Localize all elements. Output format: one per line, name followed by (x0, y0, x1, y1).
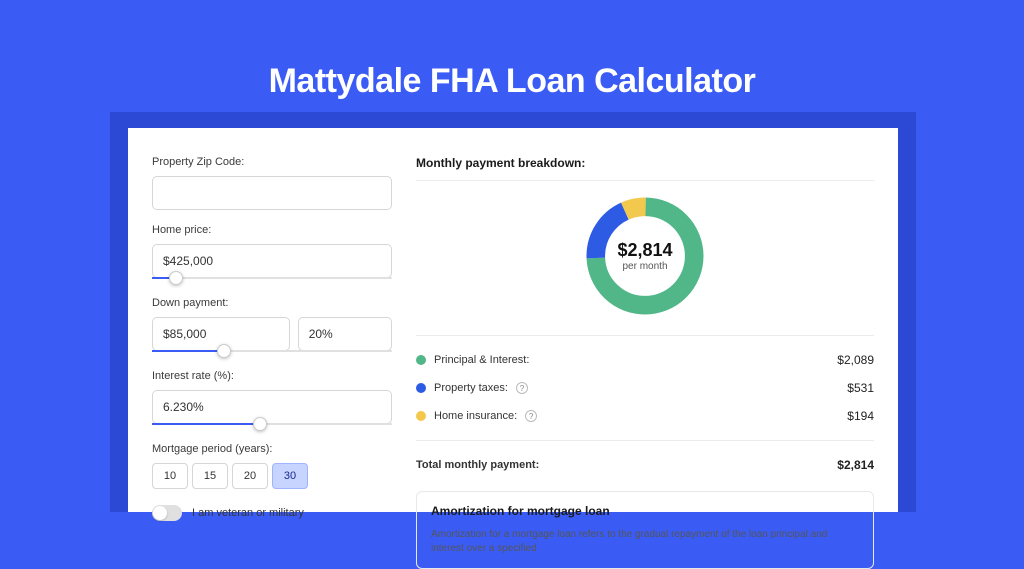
veteran-label: I am veteran or military (192, 507, 304, 519)
slider-fill (152, 350, 224, 352)
info-icon[interactable]: ? (525, 410, 537, 422)
down-payment-percent-input[interactable] (298, 317, 392, 351)
legend-dot-icon (416, 383, 426, 393)
donut-center: $2,814 per month (617, 240, 672, 272)
amortization-title: Amortization for mortgage loan (431, 504, 859, 518)
amortization-text: Amortization for a mortgage loan refers … (431, 528, 859, 556)
slider-fill (152, 423, 260, 425)
legend-label: Principal & Interest: (434, 354, 529, 366)
legend-value: $531 (847, 381, 874, 395)
home-price-slider[interactable] (152, 277, 392, 279)
info-icon[interactable]: ? (516, 382, 528, 394)
down-payment-group: Down payment: (152, 297, 392, 352)
period-option-10[interactable]: 10 (152, 463, 188, 489)
mortgage-period-group: Mortgage period (years): 10 15 20 30 (152, 443, 392, 489)
interest-rate-slider[interactable] (152, 423, 392, 425)
divider (416, 335, 874, 336)
down-payment-row (152, 317, 392, 351)
breakdown-title: Monthly payment breakdown: (416, 156, 874, 170)
period-option-15[interactable]: 15 (192, 463, 228, 489)
down-payment-label: Down payment: (152, 297, 392, 309)
donut-center-value: $2,814 (617, 240, 672, 261)
legend-dot-icon (416, 411, 426, 421)
amortization-box: Amortization for mortgage loan Amortizat… (416, 491, 874, 569)
total-value: $2,814 (837, 458, 874, 472)
legend-row-principal: Principal & Interest: $2,089 (416, 346, 874, 374)
legend-label: Property taxes: (434, 382, 508, 394)
legend-row-total: Total monthly payment: $2,814 (416, 451, 874, 479)
slider-thumb[interactable] (253, 417, 267, 431)
divider (416, 180, 874, 181)
interest-rate-input[interactable] (152, 390, 392, 424)
period-option-20[interactable]: 20 (232, 463, 268, 489)
legend-row-insurance: Home insurance: ? $194 (416, 402, 874, 430)
legend-left: Home insurance: ? (416, 410, 537, 422)
divider (416, 440, 874, 441)
inputs-column: Property Zip Code: Home price: Down paym… (152, 156, 392, 512)
mortgage-period-label: Mortgage period (years): (152, 443, 392, 455)
veteran-toggle[interactable] (152, 505, 182, 521)
legend-value: $2,089 (837, 353, 874, 367)
veteran-toggle-row: I am veteran or military (152, 505, 392, 521)
page-root: Mattydale FHA Loan Calculator Property Z… (0, 0, 1024, 512)
donut-chart-wrap: $2,814 per month (416, 191, 874, 321)
zip-label: Property Zip Code: (152, 156, 392, 168)
slider-thumb[interactable] (169, 271, 183, 285)
results-column: Monthly payment breakdown: $2,814 per mo… (416, 156, 874, 512)
home-price-label: Home price: (152, 224, 392, 236)
interest-rate-group: Interest rate (%): (152, 370, 392, 425)
legend-dot-icon (416, 355, 426, 365)
mortgage-period-options: 10 15 20 30 (152, 463, 392, 489)
calculator-card: Property Zip Code: Home price: Down paym… (128, 128, 898, 512)
donut-center-label: per month (617, 261, 672, 272)
legend-left: Property taxes: ? (416, 382, 528, 394)
interest-rate-label: Interest rate (%): (152, 370, 392, 382)
down-payment-slider[interactable] (152, 350, 392, 352)
legend-row-taxes: Property taxes: ? $531 (416, 374, 874, 402)
zip-input[interactable] (152, 176, 392, 210)
home-price-input[interactable] (152, 244, 392, 278)
legend-value: $194 (847, 409, 874, 423)
page-title: Mattydale FHA Loan Calculator (0, 62, 1024, 101)
legend-label: Home insurance: (434, 410, 517, 422)
toggle-knob (153, 506, 167, 520)
legend-left: Principal & Interest: (416, 354, 529, 366)
home-price-group: Home price: (152, 224, 392, 279)
zip-field-group: Property Zip Code: (152, 156, 392, 210)
period-option-30[interactable]: 30 (272, 463, 308, 489)
slider-thumb[interactable] (217, 344, 231, 358)
total-label: Total monthly payment: (416, 459, 539, 471)
